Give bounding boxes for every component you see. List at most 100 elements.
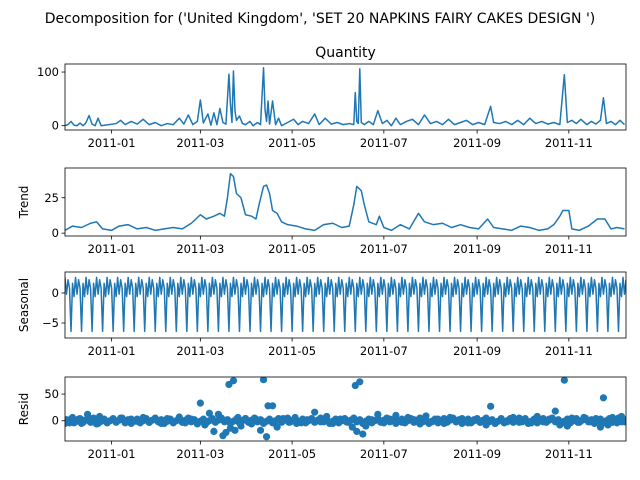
resid-point xyxy=(205,409,213,417)
seasonal-series-group xyxy=(65,276,626,333)
resid-point xyxy=(273,423,281,431)
resid-point xyxy=(491,419,499,427)
resid-point xyxy=(80,416,89,424)
resid-point xyxy=(428,418,436,426)
seasonal-xtick-label: 2011-11 xyxy=(545,344,593,358)
trend-xtick-label: 2011-11 xyxy=(545,242,593,256)
seasonal-xtick-label: 2011-09 xyxy=(453,344,501,358)
seasonal-ytick-label: 0 xyxy=(52,286,59,300)
resid-point xyxy=(545,415,553,423)
observed-xtick-label: 2011-01 xyxy=(88,136,136,150)
resid-point xyxy=(348,423,356,431)
resid-point xyxy=(92,420,101,428)
trend-plot-area: 0 25 2011-01 2011-03 2011-05 2011-07 2011-09 20… xyxy=(17,167,627,256)
resid-panel: 0 50 2011-01 2011-03 2011-05 2011-07 2011-09 20… xyxy=(17,376,627,461)
seasonal-xtick-label: 2011-07 xyxy=(360,344,408,358)
resid-point xyxy=(503,418,511,426)
observed-ytick-label: 0 xyxy=(52,119,59,133)
resid-point xyxy=(259,377,268,384)
resid-point xyxy=(356,378,364,386)
resid-point xyxy=(201,421,209,429)
resid-point xyxy=(196,399,204,407)
resid-point xyxy=(398,418,406,426)
trend-ytick-label: 0 xyxy=(52,226,59,240)
seasonal-xtick-label: 2011-03 xyxy=(176,344,224,358)
resid-point xyxy=(285,418,293,426)
seasonal-xtick-label: 2011-01 xyxy=(88,344,136,358)
observed-panel-title: Quantity xyxy=(315,45,376,61)
seasonal-panel: −5 0 2011-01 2011-03 2011-05 2011-07 2011-09 20… xyxy=(17,271,627,358)
resid-point xyxy=(458,415,466,423)
resid-point xyxy=(617,412,626,421)
resid-xtick-label: 2011-05 xyxy=(268,447,316,461)
resid-point xyxy=(121,419,129,427)
seasonal-ylabel: Seasonal xyxy=(17,278,31,332)
resid-point xyxy=(452,418,460,426)
resid-point xyxy=(596,423,605,431)
observed-series-group xyxy=(65,67,626,127)
resid-xtick-label: 2011-01 xyxy=(88,447,136,461)
resid-ytick-label: 0 xyxy=(52,414,59,428)
observed-panel: Quantity 0 100 2011-01 2011-03 2011-05 2011-0… xyxy=(37,45,627,150)
resid-xtick-label: 2011-03 xyxy=(176,447,224,461)
seasonal-line xyxy=(65,276,626,333)
resid-point xyxy=(317,418,325,426)
seasonal-xtick-label: 2011-05 xyxy=(268,344,316,358)
resid-point xyxy=(256,426,265,434)
resid-point xyxy=(133,417,141,425)
observed-xtick-label: 2011-03 xyxy=(176,136,224,150)
trend-xtick-label: 2011-01 xyxy=(88,242,136,256)
resid-point xyxy=(568,414,576,422)
resid-point xyxy=(604,421,612,429)
resid-point xyxy=(163,415,171,423)
resid-point xyxy=(362,422,370,430)
resid-point xyxy=(65,419,74,427)
resid-point xyxy=(380,419,388,427)
resid-point xyxy=(229,377,238,385)
resid-point xyxy=(470,416,478,424)
resid-point xyxy=(509,413,517,422)
resid-point xyxy=(234,413,242,422)
resid-point xyxy=(410,416,418,424)
resid-point xyxy=(422,412,430,420)
resid-point xyxy=(175,413,183,421)
trend-xtick-label: 2011-09 xyxy=(453,242,501,256)
observed-xtick-label: 2011-07 xyxy=(360,136,408,150)
resid-point xyxy=(434,415,442,423)
resid-point xyxy=(252,415,260,423)
resid-point xyxy=(241,415,250,423)
resid-point xyxy=(297,419,305,427)
trend-xtick-label: 2011-05 xyxy=(268,242,316,256)
resid-point xyxy=(268,402,277,410)
resid-point xyxy=(157,419,165,427)
resid-point xyxy=(368,416,376,424)
resid-point xyxy=(521,415,529,423)
resid-point xyxy=(145,418,153,426)
resid-point xyxy=(574,418,582,426)
resid-point xyxy=(563,422,571,430)
resid-point xyxy=(539,418,547,426)
resid-point xyxy=(599,394,608,402)
trend-series-group xyxy=(65,172,625,232)
observed-xtick-label: 2011-11 xyxy=(545,136,593,150)
resid-point xyxy=(127,415,135,423)
resid-point xyxy=(482,421,490,429)
resid-ylabel: Resid xyxy=(17,393,31,425)
seasonal-axes-frame xyxy=(64,271,627,339)
resid-point xyxy=(416,420,424,428)
resid-point xyxy=(515,418,523,426)
resid-axes-frame xyxy=(64,376,627,442)
resid-ytick-label: 50 xyxy=(44,387,59,401)
resid-point xyxy=(527,419,535,427)
trend-xtick-label: 2011-07 xyxy=(360,242,408,256)
resid-point xyxy=(440,419,448,427)
resid-point xyxy=(497,415,505,423)
resid-point xyxy=(359,430,367,438)
resid-point xyxy=(533,412,541,421)
resid-point xyxy=(231,426,239,434)
resid-point xyxy=(446,413,454,422)
resid-point xyxy=(560,377,568,384)
resid-xtick-label: 2011-09 xyxy=(453,447,501,461)
resid-point xyxy=(386,415,394,423)
